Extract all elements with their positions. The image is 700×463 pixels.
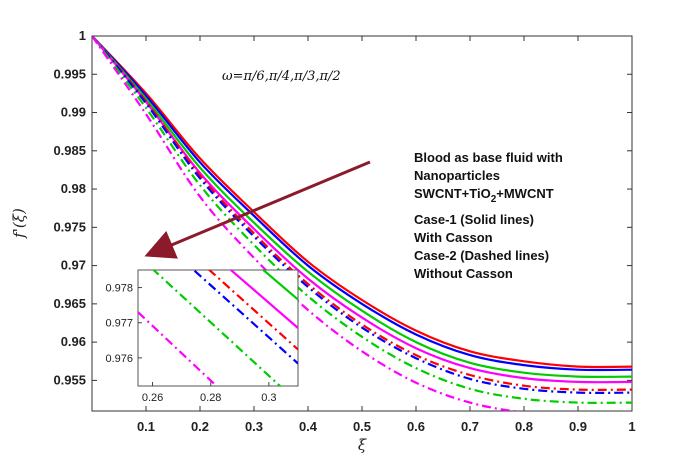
legend-annotation: Blood as base fluid with Nanoparticles S… [414, 150, 563, 281]
x-tick-label: 0.4 [299, 419, 318, 434]
series-line-3-solid [92, 36, 632, 378]
inset-series-line-3-solid [261, 270, 298, 301]
y-tick-label: 0.975 [53, 219, 86, 234]
y-tick-label: 1 [79, 28, 86, 43]
inset-y-tick-label: 0.977 [105, 318, 133, 330]
inset-y-tick-label: 0.976 [105, 353, 133, 365]
y-tick-label: 0.985 [53, 143, 86, 158]
inset-series-line-6-dashed [192, 270, 298, 365]
omega-annotation: ω=π/6,π/4,π/3,π/2 [222, 69, 341, 84]
annotation-formula-a: SWCNT+TiO [414, 186, 491, 201]
x-tick-label: 0.1 [137, 419, 155, 434]
y-tick-label: 0.965 [53, 296, 86, 311]
x-tick-label: 1 [628, 419, 635, 434]
y-tick-label: 0.96 [61, 334, 86, 349]
annotation-line-3: SWCNT+TiO2+MWCNT [414, 186, 554, 205]
inset-x-tick-label: 0.26 [142, 392, 163, 404]
x-tick-label: 0.9 [569, 419, 587, 434]
inset-y-tick-label: 0.978 [105, 283, 133, 295]
annotation-line-7: Without Casson [414, 266, 513, 281]
inset-x-tick-label: 0.28 [200, 392, 221, 404]
x-tick-label: 0.7 [461, 419, 479, 434]
y-tick-label: 0.995 [53, 66, 86, 81]
annotation-line-4: Case-1 (Solid lines) [414, 212, 534, 227]
inset-series-line-7-dashed [152, 270, 282, 386]
x-tick-label: 0.8 [515, 419, 533, 434]
x-tick-label: 0.2 [191, 419, 209, 434]
annotation-line-6: Case-2 (Dashed lines) [414, 248, 549, 263]
series-line-6-dashed [92, 36, 632, 395]
trend-arrow [144, 160, 371, 259]
y-tick-label: 0.98 [61, 181, 86, 196]
inset-series-line-4-solid [229, 270, 298, 329]
x-tick-label: 0.5 [353, 419, 371, 434]
series-line-2-solid [92, 36, 632, 372]
y-tick-label: 0.99 [61, 105, 86, 120]
annotation-formula-sub: 2 [491, 194, 497, 205]
x-tick-label: 0.6 [407, 419, 425, 434]
annotation-line-2: Nanoparticles [414, 168, 500, 183]
y-axis-label: f'(ξ) [10, 208, 28, 239]
annotation-formula-b: +MWCNT [496, 186, 553, 201]
y-tick-label: 0.955 [53, 372, 86, 387]
y-tick-label: 0.97 [61, 258, 86, 273]
inset-series-line-5-dashed [207, 270, 298, 351]
x-axis-label: ξ [358, 436, 367, 454]
x-tick-label: 0.3 [245, 419, 263, 434]
series-line-1-solid [92, 36, 632, 369]
annotation-line-1: Blood as base fluid with [414, 150, 563, 165]
series-line-7-dashed [92, 36, 632, 404]
inset-frame [137, 269, 299, 387]
annotation-line-5: With Casson [414, 230, 493, 245]
inset-x-tick-label: 0.3 [261, 392, 276, 404]
